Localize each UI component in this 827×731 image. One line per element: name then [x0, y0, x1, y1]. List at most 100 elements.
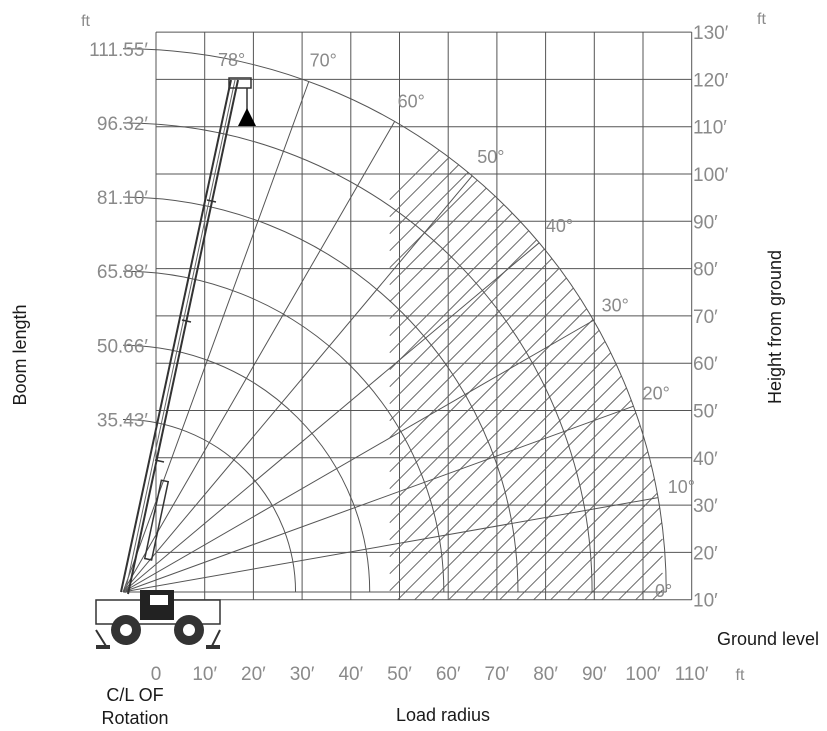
boom-length-label: 81.10′ — [97, 188, 149, 209]
crane-boom-section-1 — [206, 199, 217, 203]
hatch-line — [389, 48, 643, 286]
ground-level-label: Ground level — [717, 629, 819, 649]
boom-angle-label: 60° — [398, 91, 425, 111]
radius-tick-label: 100′ — [625, 664, 661, 685]
radius-tick-label: 10′ — [192, 664, 217, 685]
height-tick-label: 50′ — [693, 402, 718, 423]
boom-angle-lines — [122, 81, 667, 593]
chart-grid — [155, 31, 693, 601]
height-tick-label: 80′ — [693, 260, 718, 281]
origin-label-line2: Rotation — [101, 708, 168, 728]
hatch-line — [389, 147, 663, 422]
crane-boom-edge-left — [120, 79, 232, 593]
boom-length-arc — [122, 418, 297, 593]
radius-tick-label: 110′ — [675, 664, 709, 685]
boom-length-label: 65.88′ — [97, 262, 149, 283]
hatch-line — [389, 48, 660, 303]
boom-length-arc — [122, 196, 519, 593]
height-tick-label: 90′ — [693, 212, 718, 233]
crane-wheel-front-hub — [120, 624, 132, 636]
boom-angle-label: 10° — [668, 477, 695, 497]
boom-length-label: 50.66′ — [97, 336, 149, 357]
hatch-line — [516, 453, 663, 601]
left-unit-label: ft — [81, 13, 90, 30]
hatch-line — [448, 385, 663, 601]
boom-angle-label: 20° — [643, 383, 670, 403]
hatch-line — [584, 521, 663, 601]
bottom-unit-label: ft — [736, 667, 745, 684]
boom-angle-line — [122, 81, 310, 593]
hatch-line — [550, 487, 663, 601]
height-axis-title: Height from ground — [765, 250, 785, 404]
hatch-line — [567, 504, 663, 601]
hatch-line — [389, 198, 663, 473]
boom-angle-line — [122, 497, 659, 593]
radius-tick-label: 30′ — [290, 664, 315, 685]
height-tick-label: 120′ — [693, 70, 729, 91]
radius-tick-label: 20′ — [241, 664, 266, 685]
height-tick-label: 70′ — [693, 307, 718, 328]
right-unit-label: ft — [757, 11, 766, 28]
hatch-line — [397, 334, 663, 601]
crane-boom-cylinder — [143, 479, 170, 561]
crane-wheel-rear-hub — [183, 624, 195, 636]
crane-outrigger-pad-right — [206, 645, 220, 649]
hatch-line — [389, 300, 663, 575]
crane-outrigger-right — [211, 629, 221, 647]
boom-angle-label: 70° — [310, 50, 337, 70]
height-tick-label: 20′ — [693, 543, 718, 564]
crane-boom-section-3 — [154, 459, 165, 463]
radius-tick-label: 40′ — [338, 664, 363, 685]
boom-length-arc — [122, 48, 667, 593]
radius-tick-label: 0 — [151, 664, 162, 685]
boom-length-title: Boom length — [10, 304, 30, 405]
boom-length-arc — [122, 122, 593, 593]
crane-boom-center — [124, 79, 236, 594]
crane-cab-window — [150, 595, 168, 605]
height-tick-label: 60′ — [693, 354, 718, 375]
height-tick-label: 100′ — [693, 165, 729, 186]
crane-outrigger-pad-left — [96, 645, 110, 649]
origin-label-line1: C/L OF — [106, 685, 163, 705]
crane-boom-edge-right — [127, 79, 239, 595]
boom-length-label: 111.55′ — [89, 40, 148, 61]
hatch-line — [533, 470, 663, 601]
boom-angle-line — [122, 121, 396, 593]
crane-boom-section-2 — [181, 319, 192, 323]
hatch-line — [601, 538, 663, 601]
hatch-line — [414, 351, 663, 601]
boom-angle-label: 30° — [602, 295, 629, 315]
boom-angle-line — [122, 242, 540, 593]
hatch-line — [389, 48, 609, 252]
hatch-line — [635, 572, 663, 601]
hatch-line — [499, 436, 663, 601]
boom-angle-label: 78° — [218, 50, 245, 70]
boom-angle-label: 0° — [655, 581, 672, 601]
height-tick-label: 110′ — [693, 118, 727, 139]
height-tick-label: 130′ — [693, 23, 729, 44]
boom-length-arc — [122, 344, 371, 593]
hatch-line — [389, 48, 558, 201]
boom-angle-label: 40° — [546, 216, 573, 236]
boom-angle-line — [122, 405, 634, 593]
boom-length-label: 35.43′ — [97, 410, 149, 431]
boom-length-arc — [122, 270, 445, 593]
crane-hook-block — [238, 108, 256, 126]
hatch-line — [482, 419, 663, 601]
hatch-line — [389, 48, 575, 218]
hatch-line — [389, 113, 663, 388]
radius-tick-label: 60′ — [436, 664, 461, 685]
crane-illustration — [95, 77, 256, 649]
radius-tick-label: 50′ — [387, 664, 412, 685]
crane-outrigger-left — [95, 629, 107, 647]
hatch-line — [389, 249, 663, 524]
radius-tick-label: 80′ — [533, 664, 558, 685]
boom-angle-line — [122, 175, 473, 593]
radius-tick-label: 70′ — [485, 664, 510, 685]
boom-angle-label: 50° — [477, 147, 504, 167]
height-tick-label: 30′ — [693, 496, 718, 517]
boom-length-arcs — [122, 48, 667, 593]
hatch-line — [389, 283, 663, 558]
crane-boom-head — [228, 77, 252, 89]
